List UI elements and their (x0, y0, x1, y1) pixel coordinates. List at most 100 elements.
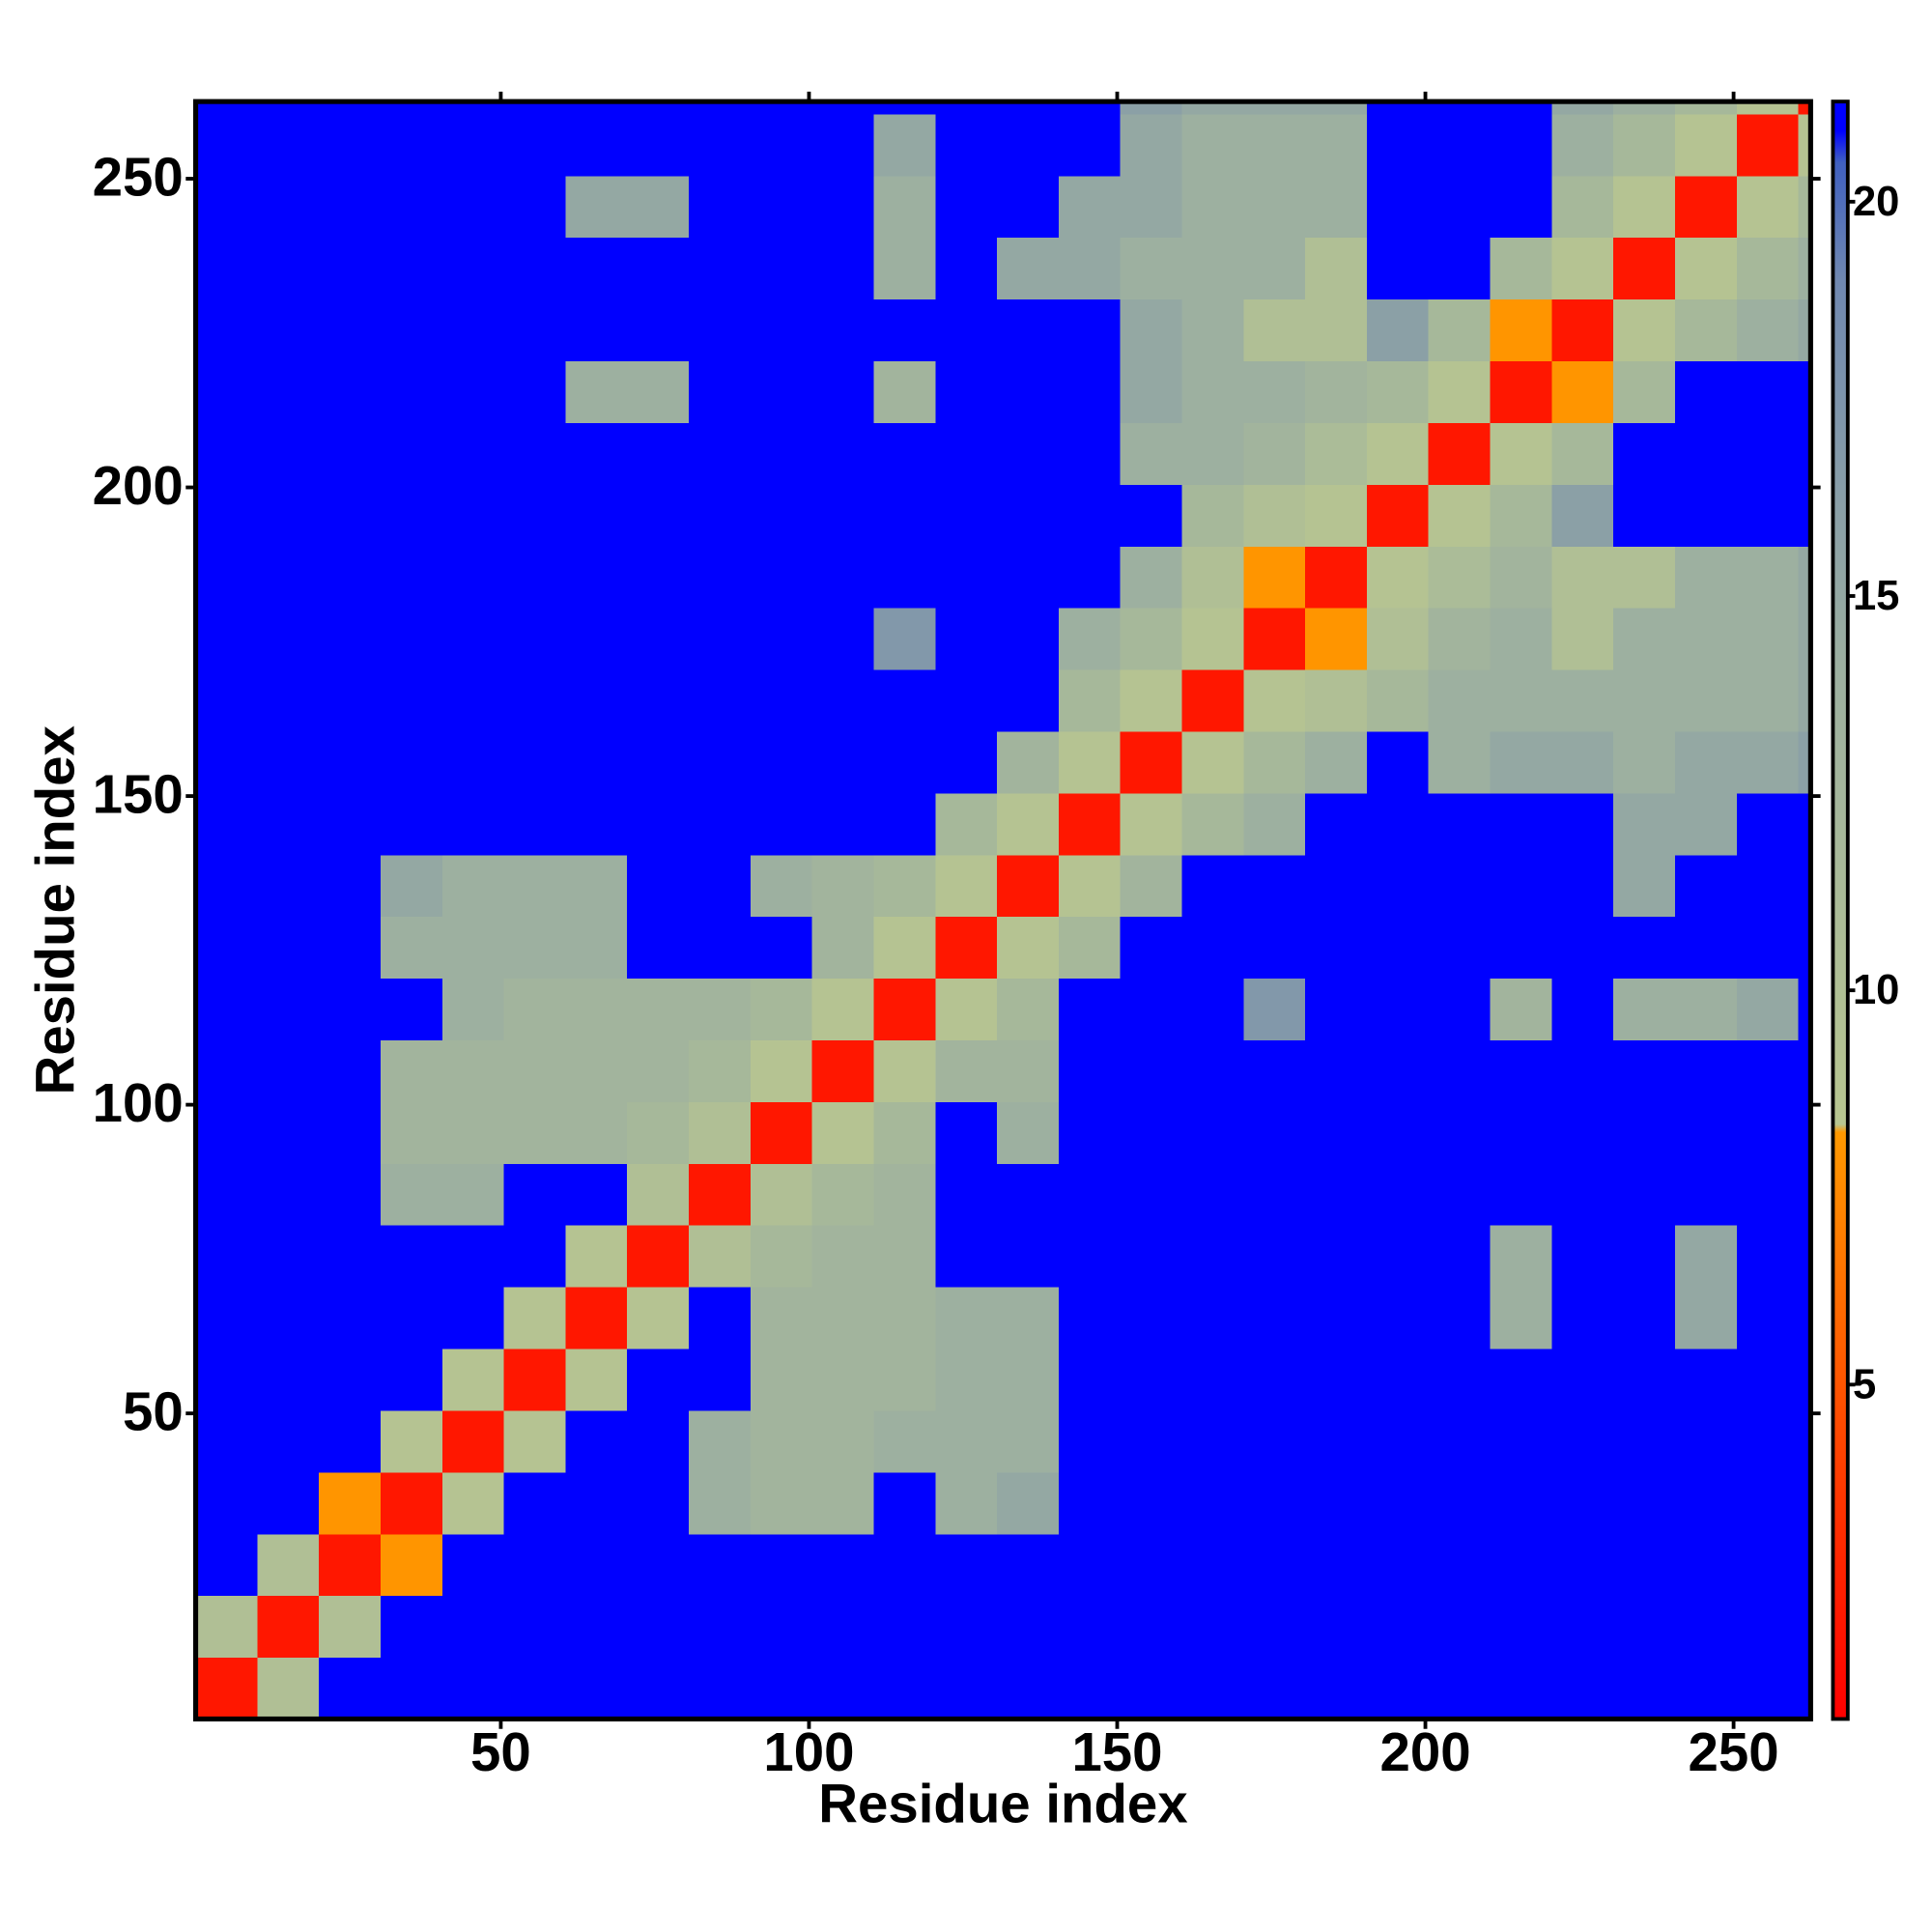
heatmap-cell (811, 1349, 874, 1411)
heatmap-cell (319, 730, 382, 794)
heatmap-cell (503, 1163, 566, 1226)
heatmap-cell (441, 730, 505, 794)
heatmap-cell (1674, 1349, 1738, 1411)
heatmap-cell (689, 1657, 752, 1719)
heatmap-cell (1490, 484, 1552, 547)
heatmap-cell (565, 360, 628, 423)
heatmap-cell (873, 1471, 936, 1535)
heatmap-cell (1674, 298, 1738, 362)
heatmap-cell (503, 175, 566, 239)
heatmap-cell (1490, 792, 1552, 856)
heatmap-cell (1366, 1533, 1430, 1597)
heatmap-cell (1120, 669, 1183, 732)
heatmap-cell (441, 422, 505, 485)
heatmap-cell (1366, 1163, 1430, 1226)
heatmap-cell (997, 854, 1060, 918)
heatmap-cell (997, 175, 1060, 239)
heatmap-cell (873, 669, 936, 732)
y-tick-label: 50 (123, 1381, 184, 1442)
heatmap-cells (195, 101, 1811, 1719)
heatmap-cell (1181, 916, 1244, 980)
heatmap-cell (1613, 1101, 1676, 1164)
heatmap-cell (503, 113, 566, 177)
heatmap-cell (503, 1101, 566, 1164)
heatmap-cell (380, 1101, 443, 1164)
heatmap-cell (1428, 730, 1492, 794)
heatmap-cell (565, 1657, 628, 1719)
heatmap-cell (1366, 608, 1430, 670)
heatmap-cell (195, 792, 258, 856)
heatmap-cell (195, 298, 258, 362)
heatmap-cell (441, 1533, 505, 1597)
heatmap-cell (1428, 608, 1492, 670)
heatmap-cell (565, 608, 628, 670)
heatmap-cell (689, 1163, 752, 1226)
heatmap-cell (1305, 1225, 1368, 1288)
heatmap-cell (565, 1471, 628, 1535)
heatmap-cell (1490, 546, 1552, 609)
heatmap-cell (811, 792, 874, 856)
heatmap-cell (873, 730, 936, 794)
heatmap-cell (1674, 916, 1738, 980)
heatmap-cell (750, 1533, 813, 1597)
heatmap-cell (1366, 730, 1430, 794)
heatmap-cell (873, 1349, 936, 1411)
heatmap-cell (257, 978, 320, 1041)
heatmap-cell (1243, 792, 1306, 856)
heatmap-cell (811, 1039, 874, 1102)
heatmap-cell (1366, 854, 1430, 918)
heatmap-cell (1120, 1657, 1183, 1719)
heatmap-cell (873, 113, 936, 177)
heatmap-cell (1120, 113, 1183, 177)
heatmap-cell (750, 854, 813, 918)
heatmap-cell (689, 175, 752, 239)
heatmap-cell (1428, 1657, 1492, 1719)
heatmap-cell (1305, 1409, 1368, 1473)
heatmap-cell (689, 101, 752, 115)
heatmap-cell (1674, 484, 1738, 547)
heatmap-cell (1181, 237, 1244, 300)
heatmap-cell (1674, 978, 1738, 1041)
heatmap-cell (1243, 1287, 1306, 1350)
heatmap-cell (1428, 101, 1492, 115)
colorbar-tick-label: 20 (1853, 179, 1899, 225)
y-tick-label: 250 (93, 146, 184, 207)
heatmap-cell (1428, 175, 1492, 239)
heatmap-cell (1366, 298, 1430, 362)
heatmap-cell (565, 978, 628, 1041)
heatmap-cell (503, 360, 566, 423)
heatmap-cell (1243, 546, 1306, 609)
heatmap-cell (750, 608, 813, 670)
heatmap-cell (1798, 1163, 1811, 1226)
heatmap-cell (1490, 1225, 1552, 1288)
heatmap-cell (811, 546, 874, 609)
heatmap-cell (627, 1349, 690, 1411)
heatmap-cell (935, 978, 998, 1041)
heatmap-cell (1243, 730, 1306, 794)
heatmap-cell (1243, 1409, 1306, 1473)
heatmap-cell (503, 669, 566, 732)
heatmap-cell (1490, 608, 1552, 670)
heatmap-cell (1058, 175, 1122, 239)
heatmap-cell (257, 484, 320, 547)
heatmap-cell (1674, 854, 1738, 918)
heatmap-cell (1428, 1163, 1492, 1226)
heatmap-cell (935, 1101, 998, 1164)
heatmap-cell (997, 1349, 1060, 1411)
heatmap-cell (1120, 422, 1183, 485)
heatmap-cell (1613, 1349, 1676, 1411)
heatmap-cell (1736, 484, 1800, 547)
heatmap-cell (1490, 1349, 1552, 1411)
heatmap-cell (811, 237, 874, 300)
heatmap-cell (811, 1287, 874, 1350)
heatmap-cell (195, 1039, 258, 1102)
heatmap-cell (1551, 608, 1614, 670)
heatmap-cell (1305, 1101, 1368, 1164)
heatmap-cell (750, 1657, 813, 1719)
heatmap-cell (195, 360, 258, 423)
heatmap-cell (1490, 360, 1552, 423)
heatmap-cell (195, 113, 258, 177)
heatmap-cell (935, 1471, 998, 1535)
heatmap-cell (1181, 1039, 1244, 1102)
